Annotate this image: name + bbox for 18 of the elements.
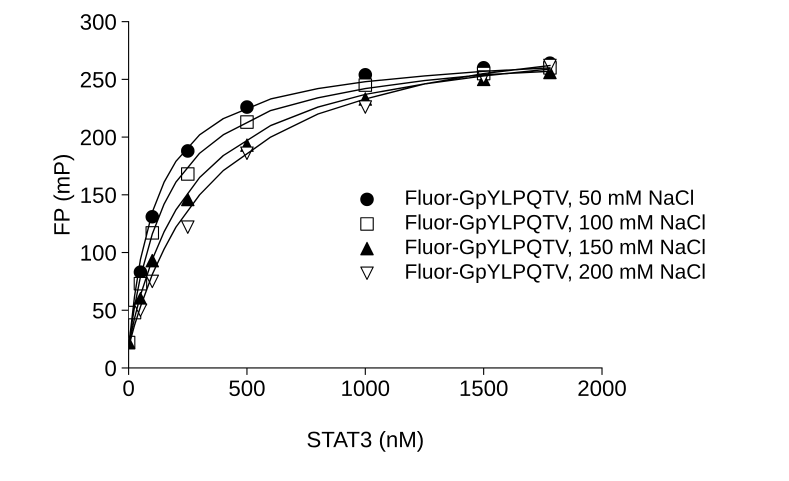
y-axis-title: FP (mP) <box>53 155 74 234</box>
legend-label: Fluor-GpYLPQTV, 200 mM NaCl <box>406 264 705 284</box>
y-tick-label: 150 <box>81 187 116 204</box>
x-tick-label: 1500 <box>460 380 508 396</box>
legend-label: Fluor-GpYLPQTV, 150 mM NaCl <box>406 238 705 258</box>
y-tick-label: 50 <box>92 302 116 319</box>
x-tick-label: 1000 <box>342 380 390 396</box>
y-tick-label: 0 <box>105 360 116 376</box>
x-tick-label: 2000 <box>578 380 626 396</box>
y-tick-label: 200 <box>80 130 116 146</box>
y-tick-label: 300 <box>80 14 116 30</box>
x-tick-label: 500 <box>229 380 265 396</box>
x-tick-label: 0 <box>123 380 134 396</box>
legend-label: Fluor-GpYLPQTV, 50 mM NaCl <box>406 190 693 210</box>
x-axis-title: STAT3 (nM) <box>307 431 423 452</box>
y-tick-label: 250 <box>80 72 116 88</box>
y-tick-label: 100 <box>81 245 116 261</box>
legend-label: Fluor-GpYLPQTV, 100 mM NaCl <box>406 214 705 234</box>
